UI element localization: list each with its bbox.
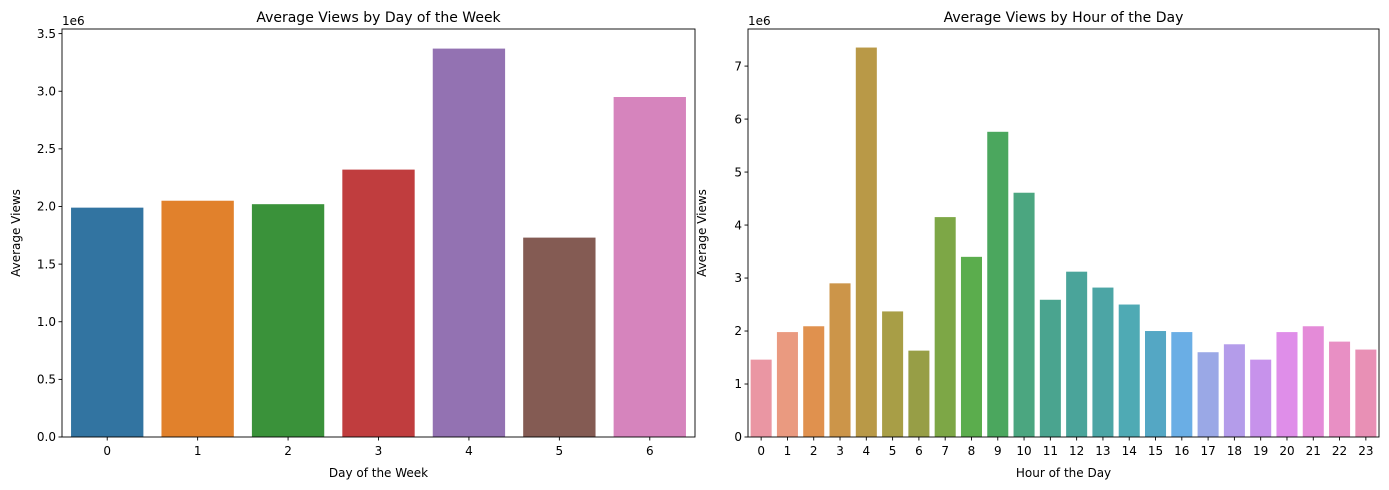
bar-5 xyxy=(882,311,904,437)
x-ticks: 0 1 2 3 4 5 6 7 8 9 10 11 12 13 14 15 16 17 18 19 20 21 22 23 xyxy=(757,437,1373,458)
bar-6 xyxy=(613,97,686,437)
x-tick-label: 9 xyxy=(994,444,1002,458)
x-tick-label: 22 xyxy=(1332,444,1347,458)
bar-16 xyxy=(1171,332,1193,437)
y-tick-label: 3.5 xyxy=(37,27,56,41)
y-tick-label: 7 xyxy=(734,59,742,73)
bar-17 xyxy=(1197,352,1219,437)
x-tick-label: 5 xyxy=(556,444,564,458)
bar-10 xyxy=(1013,192,1035,437)
bar-9 xyxy=(987,131,1009,437)
x-tick-label: 4 xyxy=(862,444,870,458)
bar-12 xyxy=(1066,271,1088,437)
y-tick-label: 2.0 xyxy=(37,200,56,214)
bar-8 xyxy=(960,256,982,437)
plot-frame xyxy=(61,28,696,438)
x-axis-label: Hour of the Day xyxy=(1016,466,1111,480)
x-tick-label: 7 xyxy=(941,444,949,458)
y-tick-label: 4 xyxy=(734,218,742,232)
x-tick-label: 6 xyxy=(646,444,654,458)
x-tick-label: 1 xyxy=(784,444,792,458)
x-tick-label: 3 xyxy=(836,444,844,458)
y-ticks: 0.0 0.5 1.0 1.5 2.0 2.5 3.0 3.5 xyxy=(37,27,62,444)
x-tick-label: 2 xyxy=(810,444,818,458)
x-tick-label: 8 xyxy=(968,444,976,458)
y-tick-label: 1.0 xyxy=(37,315,56,329)
bar-3 xyxy=(829,283,851,437)
y-tick-label: 6 xyxy=(734,112,742,126)
y-offset-label: 1e6 xyxy=(62,14,85,28)
bar-7 xyxy=(934,217,956,437)
y-tick-label: 2.5 xyxy=(37,142,56,156)
bar-20 xyxy=(1276,332,1298,437)
bar-4 xyxy=(855,47,877,437)
bar-15 xyxy=(1145,331,1167,437)
bar-19 xyxy=(1250,359,1272,437)
x-ticks: 0 1 2 3 4 5 6 xyxy=(103,437,654,458)
chart-title: Average Views by Hour of the Day xyxy=(944,10,1184,26)
bar-5 xyxy=(523,237,596,437)
y-tick-label: 3 xyxy=(734,271,742,285)
y-tick-label: 0 xyxy=(734,430,742,444)
x-tick-label: 6 xyxy=(915,444,923,458)
x-tick-label: 14 xyxy=(1122,444,1137,458)
bar-13 xyxy=(1092,287,1114,437)
y-tick-label: 1.5 xyxy=(37,257,56,271)
bar-1 xyxy=(776,332,798,437)
x-tick-label: 1 xyxy=(194,444,202,458)
bars xyxy=(71,48,686,437)
y-tick-label: 2 xyxy=(734,324,742,338)
bar-0 xyxy=(750,359,772,437)
x-tick-label: 13 xyxy=(1095,444,1110,458)
x-tick-label: 16 xyxy=(1174,444,1189,458)
x-tick-label: 3 xyxy=(375,444,383,458)
x-tick-label: 23 xyxy=(1358,444,1373,458)
bar-1 xyxy=(161,200,234,437)
y-ticks: 0 1 2 3 4 5 6 7 xyxy=(734,59,748,444)
bar-22 xyxy=(1329,341,1351,437)
x-tick-label: 10 xyxy=(1016,444,1031,458)
x-tick-label: 11 xyxy=(1043,444,1058,458)
bar-2 xyxy=(803,326,825,437)
x-tick-label: 4 xyxy=(465,444,473,458)
y-tick-label: 3.0 xyxy=(37,84,56,98)
x-tick-label: 0 xyxy=(103,444,111,458)
x-tick-label: 20 xyxy=(1279,444,1294,458)
y-offset-label: 1e6 xyxy=(748,14,771,28)
plot-frame xyxy=(747,28,1380,438)
y-tick-label: 0.0 xyxy=(37,430,56,444)
bar-4 xyxy=(432,48,506,437)
bar-2 xyxy=(251,204,325,437)
bar-0 xyxy=(71,207,144,437)
x-tick-label: 18 xyxy=(1227,444,1242,458)
y-tick-label: 1 xyxy=(734,377,742,391)
y-axis-label: Average Views xyxy=(695,189,709,277)
bar-14 xyxy=(1118,304,1140,437)
bars xyxy=(750,47,1377,437)
x-axis-label: Day of the Week xyxy=(329,466,428,480)
x-tick-label: 12 xyxy=(1069,444,1084,458)
x-tick-label: 19 xyxy=(1253,444,1268,458)
x-tick-label: 0 xyxy=(757,444,765,458)
bar-3 xyxy=(342,169,415,437)
x-tick-label: 5 xyxy=(889,444,897,458)
y-axis-label: Average Views xyxy=(9,189,23,277)
x-tick-label: 15 xyxy=(1148,444,1163,458)
chart-hour-of-day: Average Views by Hour of the Day 1e6 Hou… xyxy=(695,10,1380,480)
x-tick-label: 21 xyxy=(1306,444,1321,458)
bar-23 xyxy=(1355,349,1377,437)
bar-21 xyxy=(1302,326,1324,437)
bar-11 xyxy=(1039,299,1061,437)
y-tick-label: 0.5 xyxy=(37,373,56,387)
x-tick-label: 17 xyxy=(1200,444,1215,458)
y-tick-label: 5 xyxy=(734,165,742,179)
chart-day-of-week: Average Views by Day of the Week 1e6 Day… xyxy=(9,10,696,480)
x-tick-label: 2 xyxy=(284,444,292,458)
bar-18 xyxy=(1223,344,1245,437)
bar-6 xyxy=(908,350,930,437)
chart-title: Average Views by Day of the Week xyxy=(256,10,501,26)
